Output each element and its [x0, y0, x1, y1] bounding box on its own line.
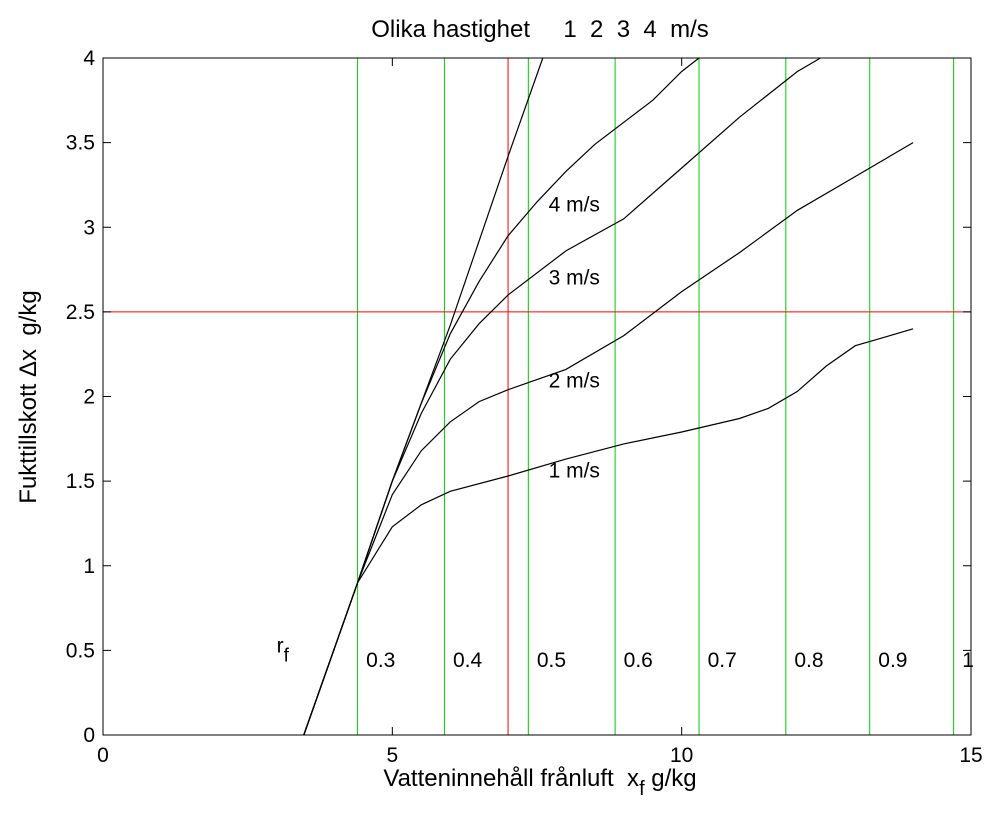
y-tick-label: 3: [83, 216, 95, 239]
plot-area: 4 m/s 3 m/s 2 m/s 1 m/s rf 0.3 0.4 0.5 0.6 0.7 0.8…: [103, 57, 974, 736]
rf-label-main: r: [277, 634, 284, 657]
x-tick-label: 5: [386, 744, 398, 767]
chart-title: Olika hastighet 1 2 3 4 m/s: [371, 16, 709, 43]
series-line-limit: [303, 57, 544, 736]
x-axis-label: Vatteninnehåll frånluft xf g/kg: [383, 765, 696, 800]
rf-label-subscript: f: [284, 645, 290, 666]
rf-value-label: 0.9: [878, 649, 907, 672]
x-axis-label-subscript: f: [639, 778, 645, 800]
rf-value-label: 0.8: [794, 649, 823, 672]
y-tick-label: 3.5: [66, 132, 95, 155]
speed-label: 2 m/s: [549, 370, 600, 393]
y-tick-label: 1: [83, 555, 95, 578]
x-axis-label-main: Vatteninnehåll frånluft x: [383, 765, 639, 792]
y-tick-label: 0.5: [66, 639, 95, 662]
y-tick-label: 2: [83, 386, 95, 409]
rf-value-label: 0.7: [708, 649, 737, 672]
speed-label: 1 m/s: [549, 459, 600, 482]
y-tick-label: 1.5: [66, 470, 95, 493]
speed-label: 3 m/s: [549, 266, 600, 289]
y-axis-label: Fukttillskott Δx g/kg: [15, 290, 42, 503]
x-axis-label-unit: g/kg: [645, 765, 697, 792]
x-tick-label: 15: [959, 744, 982, 767]
series-line-2m/s: [303, 142, 914, 736]
speed-label: 4 m/s: [549, 194, 600, 217]
y-tick-label: 0: [83, 724, 95, 747]
rf-value-label: 1: [962, 649, 974, 672]
x-tick-label: 0: [97, 744, 109, 767]
rf-value-label: 0.6: [624, 649, 653, 672]
rf-label: rf: [277, 634, 290, 666]
rf-value-label: 0.4: [453, 649, 483, 672]
rf-value-label: 0.3: [366, 649, 395, 672]
rf-value-label: 0.5: [537, 649, 566, 672]
axis-ticks: 0 5 10 15 0 0.5 1 1.5 2 2.5 3 3.5 4: [66, 47, 983, 767]
y-tick-label: 4: [83, 47, 95, 70]
y-tick-label: 2.5: [66, 301, 95, 324]
x-tick-label: 10: [670, 744, 693, 767]
series-line-1m/s: [303, 328, 914, 736]
